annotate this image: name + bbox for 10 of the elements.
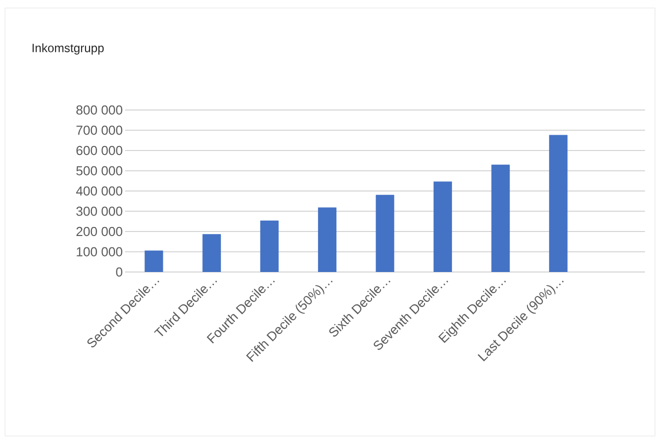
y-tick-label: 0 [116, 267, 122, 277]
y-tick-label: 800 000 [76, 105, 122, 115]
y-tick-label: 500 000 [76, 166, 122, 176]
y-tick-label: 600 000 [76, 146, 122, 156]
y-tick-label: 100 000 [76, 247, 122, 256]
chart-title: Inkomstgrupp [32, 43, 104, 55]
y-tick-label: 400 000 [76, 186, 122, 196]
y-tick-label: 200 000 [76, 226, 122, 236]
y-tick-label: 300 000 [76, 206, 122, 216]
y-tick-label: 700 000 [76, 126, 122, 135]
